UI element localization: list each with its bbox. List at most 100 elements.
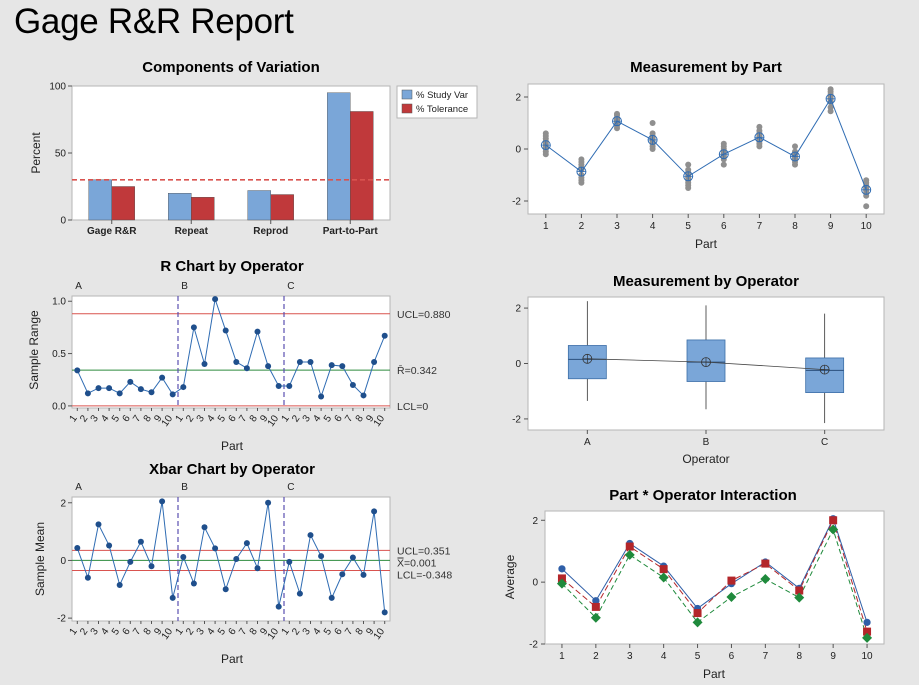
- xbar-chart-point: [190, 580, 197, 587]
- components-bar-study-var: [327, 92, 351, 221]
- xbar-chart-xtick-label: 7: [131, 626, 143, 637]
- by-operator-marks: -2 0 2 A B C: [512, 301, 845, 448]
- interaction-ytick-label: 0: [532, 578, 538, 589]
- r-chart-point: [190, 324, 197, 331]
- r-chart-point: [148, 389, 155, 396]
- xbar-chart-xtick-label: 3: [301, 626, 313, 637]
- interaction-chart: Part * Operator Interaction -2 0 2 1 2 3 4 5 6 7 8…: [503, 487, 885, 681]
- xbar-chart: Xbar Chart by Operator -2 0 2 UCL=0.351X̿=0…: [33, 461, 452, 666]
- by-part-observation: [542, 133, 549, 139]
- by-part-observation: [649, 146, 656, 152]
- components-title: Components of Variation: [142, 59, 320, 76]
- r-chart-point: [159, 374, 166, 381]
- r-chart-point: [201, 361, 208, 368]
- interaction-xtick-label: 8: [796, 651, 802, 662]
- r-chart-point: [84, 390, 91, 397]
- r-chart-xlabel: Part: [221, 439, 244, 453]
- xbar-chart-xtick-label: 2: [290, 626, 302, 637]
- xbar-chart-lcl-label: LCL=-0.348: [397, 569, 452, 581]
- interaction-point-square: [761, 559, 770, 568]
- interaction-marks: -2 0 2 1 2 3 4 5 6 7 8 9 10: [529, 515, 873, 662]
- components-chart: Components of Variation 0 50 100 Gage R&R Re…: [29, 59, 478, 237]
- interaction-xtick-label: 2: [593, 651, 599, 662]
- by-part-ytick-label: 2: [515, 93, 521, 104]
- interaction-point-diamond: [760, 574, 771, 585]
- xbar-chart-xtick-label: 5: [322, 626, 334, 637]
- xbar-chart-xtick-label: 1: [174, 626, 186, 637]
- components-bar-study-var: [247, 190, 271, 221]
- by-operator-xtick-label: B: [703, 437, 710, 448]
- components-xtick-label: Repeat: [175, 226, 209, 237]
- components-bar-study-var: [88, 179, 112, 221]
- interaction-point-square: [557, 574, 566, 583]
- by-part-observation: [685, 161, 692, 168]
- xbar-chart-point: [212, 545, 219, 552]
- xbar-chart-point: [286, 558, 293, 565]
- by-part-observation: [649, 120, 656, 126]
- r-chart-ytick-label: 1.0: [52, 297, 66, 308]
- r-chart-xtick-label: 1: [68, 413, 80, 424]
- xbar-chart-xtick-label: 5: [216, 626, 228, 637]
- interaction-ylabel: Average: [503, 554, 517, 599]
- xbar-chart-group-label: C: [287, 482, 294, 493]
- r-chart-ytick-label: 0.0: [52, 401, 66, 412]
- xbar-chart-xtick-label: 2: [184, 626, 196, 637]
- r-chart-point: [381, 332, 388, 339]
- components-bar-tolerance: [350, 111, 374, 221]
- by-part-xtick-label: 1: [543, 221, 549, 232]
- r-chart-point: [328, 362, 335, 369]
- xbar-chart-xtick-label: 6: [227, 626, 239, 637]
- r-chart-point: [360, 392, 367, 399]
- r-chart-point: [169, 391, 176, 398]
- legend-swatch-tolerance: [401, 103, 413, 114]
- by-operator-chart: Measurement by Operator -2 0 2 A B C Operator: [512, 273, 885, 466]
- by-part-plot-area: [527, 83, 885, 215]
- xbar-chart-center-label: X̿=0.001: [396, 556, 436, 569]
- by-operator-xtick-label: C: [821, 437, 828, 448]
- interaction-plot-area: [544, 510, 885, 645]
- xbar-chart-xtick-label: 1: [280, 626, 292, 637]
- interaction-xtick-label: 9: [830, 651, 836, 662]
- r-chart-xtick-label: 7: [343, 413, 355, 424]
- xbar-chart-xtick-label: 3: [89, 626, 101, 637]
- by-part-marks: -2 0 2 1 2 3 4 5 6 7 8 9 10: [512, 86, 872, 232]
- by-part-ytick-label: 0: [515, 145, 521, 156]
- interaction-point-diamond: [624, 549, 635, 560]
- interaction-ytick-label: -2: [529, 640, 538, 651]
- by-operator-ytick-label: 2: [515, 304, 521, 315]
- xbar-chart-xtick-label: 10: [372, 626, 388, 642]
- by-part-observation: [792, 161, 798, 168]
- interaction-point-square: [693, 609, 702, 618]
- r-chart-xtick-label: 9: [364, 413, 376, 424]
- xbar-chart-point: [74, 545, 81, 552]
- xbar-chart-ytick-label: -2: [57, 614, 66, 625]
- xbar-chart-ytick-label: 2: [60, 498, 66, 509]
- by-part-xtick-label: 8: [792, 221, 798, 232]
- r-chart-xtick-label: 8: [142, 413, 154, 424]
- r-chart-group-label: A: [75, 281, 82, 292]
- xbar-chart-point: [360, 571, 367, 578]
- r-chart-point: [180, 384, 187, 391]
- interaction-point-square: [863, 627, 872, 636]
- r-chart-xtick-label: 1: [174, 413, 186, 424]
- interaction-xtick-label: 1: [559, 651, 565, 662]
- xbar-chart-xtick-label: 6: [121, 626, 133, 637]
- xbar-chart-xtick-label: 9: [364, 626, 376, 637]
- r-chart-xtick-label: 4: [205, 413, 217, 424]
- interaction-point-diamond: [726, 591, 737, 602]
- xbar-chart-xtick-label: 8: [248, 626, 260, 637]
- r-chart-point: [243, 365, 250, 372]
- by-operator-title: Measurement by Operator: [613, 273, 799, 290]
- by-part-xtick-label: 3: [614, 221, 620, 232]
- components-ylabel: Percent: [29, 132, 43, 174]
- by-part-chart: Measurement by Part -2 0 2 1 2 3 4 5 6 7 8 9 10 Part: [512, 59, 885, 251]
- legend-swatch-study-var: [401, 89, 413, 100]
- interaction-point-diamond: [692, 617, 703, 628]
- xbar-chart-xtick-label: 4: [311, 626, 323, 637]
- xbar-chart-xtick-label: 10: [266, 626, 282, 642]
- interaction-point-square: [659, 565, 668, 574]
- by-part-observation: [542, 151, 549, 158]
- r-chart-center-label: R̄=0.342: [397, 365, 437, 378]
- xbar-chart-ucl-label: UCL=0.351: [397, 545, 451, 557]
- xbar-chart-xtick-label: 8: [354, 626, 366, 637]
